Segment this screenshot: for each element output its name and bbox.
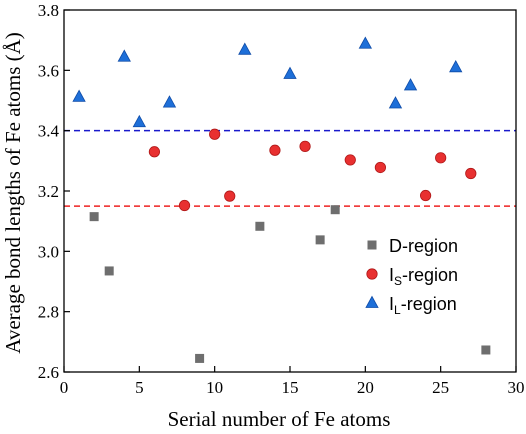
- data-point-square: [315, 235, 325, 245]
- legend-marker: [366, 268, 378, 280]
- data-point-circle: [344, 154, 356, 166]
- data-point-triangle: [238, 42, 252, 55]
- y-tick-label: 3.6: [38, 61, 59, 80]
- data-point-triangle: [283, 66, 297, 79]
- y-tick-label: 3.2: [38, 182, 59, 201]
- legend-label: IS-region: [389, 265, 458, 288]
- y-tick-label: 3.4: [38, 122, 60, 141]
- data-markers: [72, 36, 491, 363]
- y-tick-label: 3.8: [38, 1, 59, 20]
- data-point-circle: [178, 199, 191, 212]
- y-axis-ticks: 2.6 2.8 3.0 3.2 3.4 3.6 3.8: [38, 1, 70, 382]
- y-tick-label: 2.6: [38, 363, 59, 382]
- data-point-circle: [269, 144, 281, 156]
- data-point-square: [104, 266, 114, 276]
- data-point-circle: [148, 146, 160, 158]
- legend-marker: [365, 295, 379, 308]
- y-tick-label: 2.8: [38, 303, 59, 322]
- x-tick-label: 0: [60, 378, 69, 397]
- data-point-circle: [465, 167, 477, 180]
- x-tick-label: 10: [206, 378, 223, 397]
- legend-label: D-region: [389, 236, 458, 256]
- y-axis-label: Average bond lengths of Fe atoms (Å): [1, 32, 25, 354]
- x-tick-label: 20: [357, 378, 374, 397]
- x-axis-ticks: 0 5 10 15 20 25 30: [60, 366, 525, 397]
- data-point-circle: [299, 140, 311, 152]
- data-point-square: [195, 353, 205, 363]
- data-point-square: [330, 205, 340, 215]
- data-point-circle: [209, 128, 221, 140]
- data-point-circle: [419, 189, 432, 202]
- data-point-circle: [224, 190, 236, 202]
- x-tick-label: 15: [282, 378, 299, 397]
- reference-lines: [64, 129, 516, 207]
- data-point-triangle: [449, 59, 463, 73]
- legend: D-region IS-region IL-region: [365, 236, 458, 317]
- data-point-square: [481, 345, 491, 355]
- data-point-square: [255, 221, 265, 231]
- x-tick-label: 30: [508, 378, 525, 397]
- data-point-circle: [435, 152, 447, 164]
- data-point-triangle: [72, 89, 86, 102]
- x-tick-label: 25: [432, 378, 449, 397]
- data-point-triangle: [358, 36, 373, 49]
- data-point-triangle: [388, 96, 403, 109]
- data-point-circle: [374, 161, 386, 174]
- legend-label: IL-region: [389, 294, 457, 317]
- plot-frame: [63, 9, 517, 373]
- data-point-triangle: [117, 49, 131, 62]
- data-point-triangle: [162, 95, 177, 108]
- data-point-triangle: [403, 78, 418, 91]
- x-axis-label: Serial number of Fe atoms: [168, 407, 391, 431]
- legend-marker: [367, 240, 377, 250]
- y-tick-label: 3.0: [38, 242, 59, 261]
- x-tick-label: 5: [135, 378, 144, 397]
- data-point-square: [89, 212, 99, 222]
- data-point-triangle: [132, 114, 147, 128]
